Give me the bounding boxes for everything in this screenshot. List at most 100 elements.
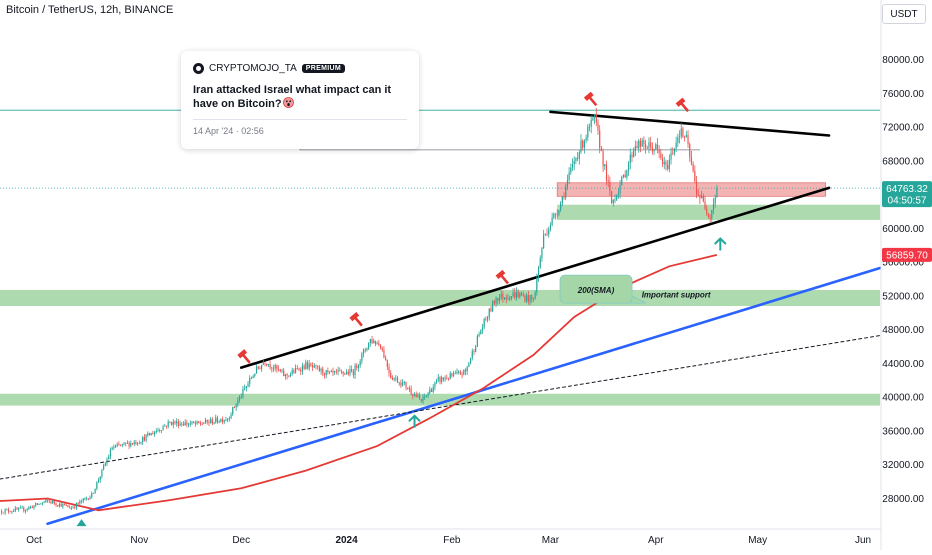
candle[interactable] <box>21 505 23 509</box>
candle[interactable] <box>626 169 628 181</box>
candle[interactable] <box>656 137 659 154</box>
candle[interactable] <box>548 226 550 238</box>
candle[interactable] <box>322 366 324 377</box>
candle[interactable] <box>153 430 156 437</box>
candle[interactable] <box>69 505 71 509</box>
candle[interactable] <box>641 137 643 148</box>
candle[interactable] <box>305 359 307 370</box>
candle[interactable] <box>267 363 270 367</box>
candle[interactable] <box>24 509 27 514</box>
candle[interactable] <box>587 123 589 142</box>
candle[interactable] <box>636 141 638 149</box>
candle[interactable] <box>430 387 433 393</box>
candle[interactable] <box>359 358 361 368</box>
candle[interactable] <box>361 351 363 365</box>
candle[interactable] <box>424 393 426 401</box>
candle[interactable] <box>142 435 144 446</box>
candle[interactable] <box>376 341 378 345</box>
candle[interactable] <box>646 145 648 149</box>
candle[interactable] <box>330 369 332 373</box>
candle[interactable] <box>238 394 241 403</box>
candle[interactable] <box>707 212 710 219</box>
candle[interactable] <box>308 359 310 372</box>
candle[interactable] <box>52 499 54 504</box>
candle[interactable] <box>140 441 142 445</box>
hammer-icon[interactable] <box>583 91 600 109</box>
candle[interactable] <box>634 140 636 157</box>
candle[interactable] <box>464 368 467 376</box>
candle[interactable] <box>689 142 691 162</box>
candle[interactable] <box>193 421 195 424</box>
candle[interactable] <box>28 505 30 510</box>
candle[interactable] <box>593 113 596 125</box>
candle[interactable] <box>490 305 492 313</box>
candle[interactable] <box>402 379 404 387</box>
candle[interactable] <box>213 421 215 425</box>
candle[interactable] <box>661 153 664 168</box>
candle[interactable] <box>351 365 353 373</box>
candle[interactable] <box>366 347 368 352</box>
candle[interactable] <box>109 447 112 460</box>
candle[interactable] <box>364 347 366 353</box>
candle[interactable] <box>259 366 261 370</box>
candle[interactable] <box>53 500 55 506</box>
candle[interactable] <box>211 417 213 426</box>
candle[interactable] <box>23 506 25 513</box>
candle[interactable] <box>323 372 326 379</box>
candle[interactable] <box>203 421 205 425</box>
candle[interactable] <box>289 372 292 378</box>
candle[interactable] <box>588 123 591 132</box>
candle[interactable] <box>449 371 451 380</box>
candle[interactable] <box>553 212 555 220</box>
candle[interactable] <box>315 364 317 370</box>
candle[interactable] <box>383 346 385 359</box>
candle[interactable] <box>388 363 390 377</box>
candle[interactable] <box>244 384 246 391</box>
candle[interactable] <box>627 161 630 176</box>
candle[interactable] <box>242 386 244 400</box>
candle[interactable] <box>526 292 528 304</box>
candle[interactable] <box>111 446 113 451</box>
candle[interactable] <box>522 291 524 298</box>
candle[interactable] <box>648 137 650 154</box>
candle[interactable] <box>123 442 125 446</box>
candle[interactable] <box>62 502 64 510</box>
candle[interactable] <box>145 433 147 443</box>
candle[interactable] <box>147 431 149 438</box>
candle[interactable] <box>138 440 140 445</box>
candle[interactable] <box>43 500 45 504</box>
candle[interactable] <box>96 481 98 491</box>
candle[interactable] <box>697 188 699 196</box>
candle[interactable] <box>344 372 346 376</box>
candle[interactable] <box>532 297 535 302</box>
candle[interactable] <box>328 370 331 375</box>
candle[interactable] <box>36 503 38 506</box>
candle[interactable] <box>87 498 89 501</box>
candle[interactable] <box>35 502 37 508</box>
candle[interactable] <box>682 126 684 138</box>
candle[interactable] <box>505 294 507 304</box>
candle[interactable] <box>368 342 370 350</box>
candle[interactable] <box>665 159 667 171</box>
candle[interactable] <box>113 444 115 450</box>
candle[interactable] <box>40 503 42 505</box>
candle[interactable] <box>395 375 397 382</box>
candle[interactable] <box>218 419 220 424</box>
candle[interactable] <box>114 444 117 448</box>
candle[interactable] <box>514 288 516 300</box>
idea-card[interactable]: CRYPTOMOJO_TA PREMIUM Iran attacked Isra… <box>181 51 419 149</box>
candle[interactable] <box>644 139 647 154</box>
candle[interactable] <box>194 420 196 427</box>
candle[interactable] <box>120 444 122 447</box>
candle[interactable] <box>524 293 526 303</box>
candle[interactable] <box>170 421 173 426</box>
candle[interactable] <box>232 406 234 416</box>
candle[interactable] <box>442 377 444 382</box>
candle[interactable] <box>276 364 278 373</box>
candle[interactable] <box>294 364 297 374</box>
candle[interactable] <box>164 423 166 427</box>
candle[interactable] <box>298 367 300 372</box>
candle[interactable] <box>162 424 164 431</box>
